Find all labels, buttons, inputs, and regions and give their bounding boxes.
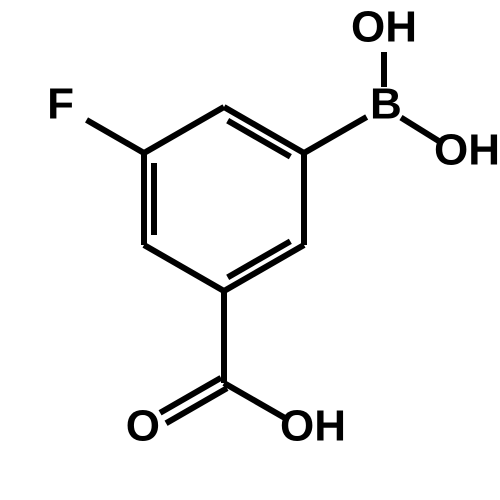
labels-layer: F B OH OH O OH bbox=[47, 3, 500, 451]
atom-label-f: F bbox=[47, 80, 74, 129]
bond bbox=[144, 107, 224, 153]
molecule-diagram: F B OH OH O OH bbox=[0, 0, 500, 500]
bond bbox=[304, 117, 367, 153]
atom-label-o2: OH bbox=[434, 126, 500, 175]
bond bbox=[224, 383, 285, 418]
atom-label-o1: OH bbox=[351, 3, 417, 52]
atom-label-o4: OH bbox=[280, 402, 346, 451]
bond bbox=[224, 245, 304, 291]
bond bbox=[144, 245, 224, 291]
bond bbox=[224, 107, 304, 153]
atom-label-b: B bbox=[370, 80, 402, 129]
bond bbox=[87, 120, 144, 153]
atom-label-o3: O bbox=[126, 402, 160, 451]
